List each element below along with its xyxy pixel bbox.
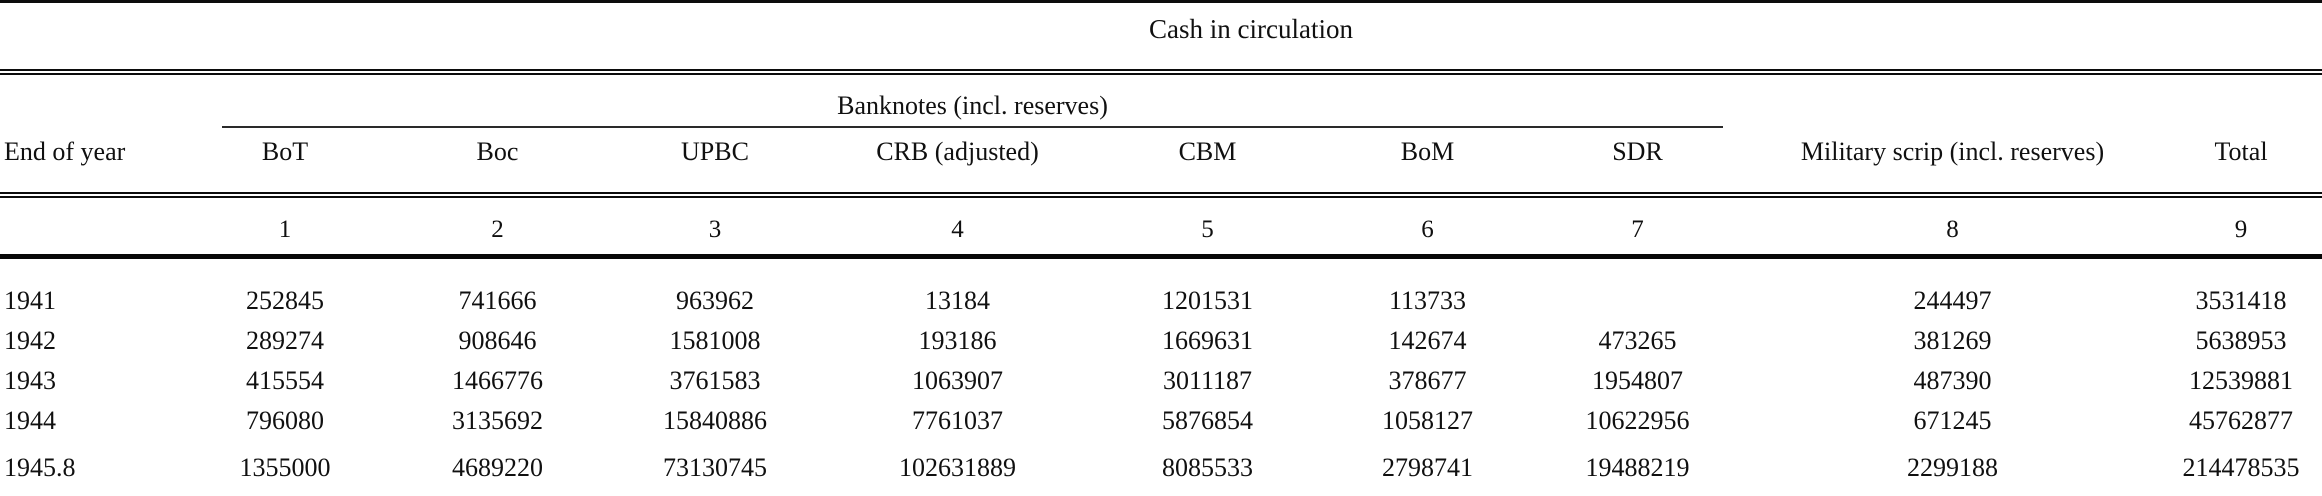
value-cell: 5876854 (1162, 406, 1253, 435)
value-cell: 487390 (1913, 366, 1992, 395)
column-number-6: 6 (1325, 195, 1530, 259)
table-title-row: Cash in circulation (0, 1, 2322, 75)
year-cell: 1945.8 (0, 441, 180, 496)
table-row: 1942 289274 908646 1581008 193186 166963… (0, 321, 2322, 361)
column-number-1: 1 (180, 195, 390, 259)
column-number-7: 7 (1530, 195, 1745, 259)
value-cell: 142674 (1388, 326, 1467, 355)
value-cell: 2798741 (1325, 441, 1530, 496)
column-header-row: End of year BoT Boc UPBC CRB (adjusted) … (0, 128, 2322, 198)
value-cell: 415554 (246, 366, 324, 395)
column-header-total: Total (2160, 128, 2322, 198)
group-row-spacer (2160, 72, 2322, 128)
value-cell: 10622956 (1585, 406, 1690, 435)
column-number-9: 9 (2160, 195, 2322, 259)
column-number-8: 8 (1745, 195, 2160, 259)
value-cell: 8085533 (1090, 441, 1325, 496)
value-cell: 19488219 (1530, 441, 1745, 496)
value-cell: 214478535 (2160, 441, 2322, 496)
table-title: Cash in circulation (180, 1, 2322, 75)
value-cell: 3761583 (669, 366, 761, 395)
value-cell: 1669631 (1162, 326, 1253, 355)
value-cell: 378677 (1388, 366, 1467, 395)
value-cell: 1954807 (1592, 366, 1683, 395)
banknotes-group-rule: Banknotes (incl. reserves) (222, 91, 1723, 128)
value-cell: 3135692 (452, 406, 543, 435)
column-header-bot: BoT (180, 128, 390, 198)
value-cell: 1063907 (912, 366, 1003, 395)
value-cell: 15840886 (663, 406, 767, 435)
value-cell: 1355000 (180, 441, 390, 496)
table-row: 1944 796080 3135692 15840886 7761037 587… (0, 401, 2322, 441)
value-cell: 4689220 (390, 441, 605, 496)
column-header-cbm: CBM (1090, 128, 1325, 198)
value-cell: 3011187 (1162, 366, 1253, 395)
column-number-3: 3 (605, 195, 825, 259)
value-cell: 2299188 (1745, 441, 2160, 496)
value-cell: 102631889 (825, 441, 1090, 496)
value-cell: 473265 (1598, 326, 1677, 355)
table-row: 1941 252845 741666 963962 13184 1201531 … (0, 257, 2322, 322)
value-cell: 963962 (676, 286, 754, 315)
column-number-row: 1 2 3 4 5 6 7 8 9 (0, 195, 2322, 259)
column-header-crb: CRB (adjusted) (825, 128, 1090, 198)
year-cell: 1944 (4, 406, 56, 435)
value-cell: 1466776 (452, 366, 543, 395)
year-cell: 1943 (4, 366, 56, 395)
value-cell (1530, 257, 1745, 322)
table-row: 1943 415554 1466776 3761583 1063907 3011… (0, 361, 2322, 401)
value-cell: 12539881 (2189, 366, 2294, 395)
column-header-boc: Boc (390, 128, 605, 198)
value-cell: 13184 (925, 286, 990, 315)
column-header-bom: BoM (1325, 128, 1530, 198)
value-cell: 5638953 (2195, 326, 2287, 355)
value-cell: 244497 (1913, 286, 1992, 315)
banknotes-group-cell: Banknotes (incl. reserves) (180, 72, 1745, 128)
title-row-spacer (0, 1, 180, 75)
banknotes-group-row: Banknotes (incl. reserves) (0, 72, 2322, 128)
column-number-2: 2 (390, 195, 605, 259)
banknotes-group-header: Banknotes (incl. reserves) (837, 91, 1108, 120)
value-cell: 741666 (458, 286, 537, 315)
table-row: 1945.8 1355000 4689220 73130745 10263188… (0, 441, 2322, 496)
value-cell: 252845 (246, 286, 324, 315)
value-cell: 73130745 (605, 441, 825, 496)
value-cell: 3531418 (2195, 286, 2287, 315)
group-row-spacer (1745, 72, 2160, 128)
value-cell: 1581008 (669, 326, 761, 355)
value-cell: 671245 (1913, 406, 1992, 435)
year-cell: 1941 (4, 286, 56, 315)
value-cell: 908646 (458, 326, 537, 355)
value-cell: 113733 (1388, 286, 1467, 315)
column-header-sdr: SDR (1530, 128, 1745, 198)
value-cell: 796080 (246, 406, 324, 435)
value-cell: 1058127 (1382, 406, 1473, 435)
value-cell: 7761037 (912, 406, 1003, 435)
year-cell: 1942 (4, 326, 56, 355)
group-row-spacer (0, 72, 180, 128)
value-cell: 193186 (918, 326, 997, 355)
numbers-row-spacer (0, 195, 180, 259)
column-number-5: 5 (1090, 195, 1325, 259)
column-header-military-scrip: Military scrip (incl. reserves) (1745, 128, 2160, 198)
value-cell: 45762877 (2189, 406, 2294, 435)
value-cell: 289274 (246, 326, 324, 355)
column-header-upbc: UPBC (605, 128, 825, 198)
column-header-end-of-year: End of year (0, 128, 180, 198)
column-number-4: 4 (825, 195, 1090, 259)
value-cell: 1201531 (1162, 286, 1253, 315)
value-cell: 381269 (1913, 326, 1992, 355)
